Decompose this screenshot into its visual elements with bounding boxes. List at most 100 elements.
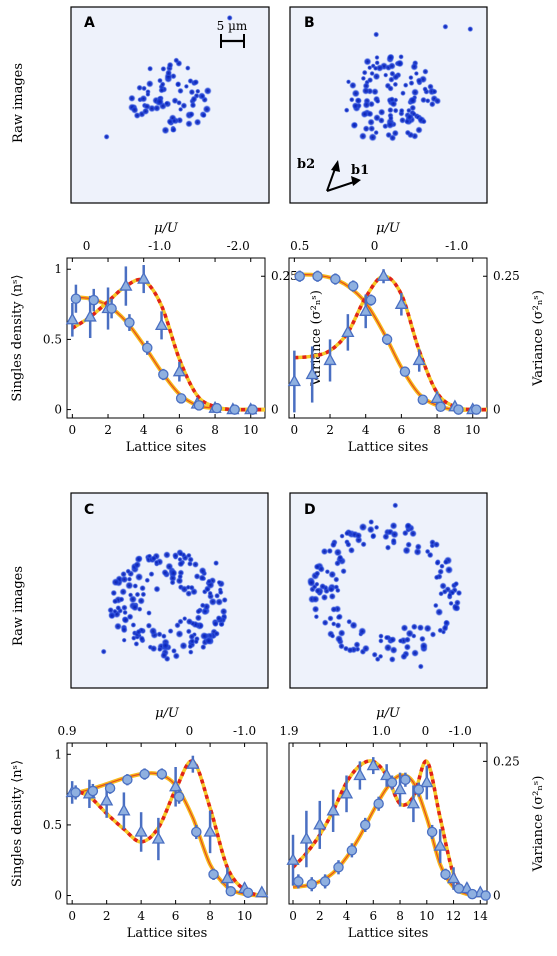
- density-point: [173, 791, 185, 802]
- atom: [408, 74, 414, 81]
- x-tick-label: 12: [446, 909, 461, 923]
- plot-frame: [288, 257, 488, 419]
- density-point: [139, 768, 150, 780]
- atom: [373, 524, 380, 531]
- atom: [362, 101, 371, 109]
- atom: [389, 646, 398, 654]
- atom: [120, 626, 128, 634]
- density-point: [208, 869, 219, 880]
- atom: [193, 639, 199, 645]
- atom: [128, 94, 136, 103]
- y-tick-label-left: 1: [54, 747, 62, 761]
- top-tick-label: -1.0: [148, 239, 171, 253]
- atom: [193, 573, 201, 580]
- plot-frame: [288, 742, 488, 905]
- atom: [442, 559, 449, 566]
- atom: [349, 81, 357, 90]
- atom: [399, 116, 406, 124]
- stray-atom: [392, 502, 399, 509]
- density-point: [175, 393, 187, 404]
- atom: [437, 627, 444, 634]
- x-tick-label: 8: [396, 909, 404, 923]
- scale-bar: 5 µm: [217, 19, 248, 48]
- x-tick-label: 0: [291, 423, 299, 437]
- variance-point: [299, 831, 313, 844]
- atom: [314, 581, 320, 587]
- variance-point: [430, 391, 444, 404]
- variance-point: [341, 325, 355, 338]
- atom: [187, 556, 194, 563]
- variance-point: [154, 318, 169, 331]
- top-axis-label: μ/U: [154, 221, 179, 236]
- atom: [348, 546, 355, 554]
- atom: [411, 649, 419, 657]
- atom: [405, 629, 414, 638]
- atom: [319, 583, 326, 590]
- atom: [195, 88, 201, 95]
- y-tick-label-right: 0.25: [493, 269, 520, 283]
- y-tick-label-left: 0.5: [43, 332, 62, 346]
- atom: [374, 60, 380, 66]
- atom: [175, 630, 184, 638]
- atom: [311, 595, 320, 604]
- density-point: [211, 402, 223, 414]
- atom: [358, 522, 368, 532]
- atom: [139, 584, 146, 592]
- atom: [188, 633, 196, 641]
- atom: [413, 70, 419, 77]
- atom: [314, 587, 322, 595]
- atom-cloud-b: [343, 23, 474, 142]
- variance-point: [393, 782, 407, 795]
- density-fit-core: [72, 296, 265, 411]
- atom: [402, 546, 411, 555]
- density-point: [294, 270, 305, 282]
- atom: [161, 641, 170, 650]
- density-point: [319, 876, 331, 887]
- y-tick-label-left: 1: [54, 262, 62, 276]
- atom: [409, 104, 417, 112]
- atom: [382, 533, 390, 541]
- x-tick-label: 6: [176, 423, 184, 437]
- density-point: [225, 886, 237, 897]
- atom: [335, 587, 341, 594]
- atom: [361, 87, 370, 95]
- atom: [131, 603, 139, 612]
- y-tick-label-right: 0: [271, 403, 279, 417]
- stray-atom: [467, 26, 474, 33]
- atom: [366, 110, 374, 118]
- atom: [367, 77, 374, 84]
- atom: [354, 531, 363, 540]
- atom: [340, 568, 347, 575]
- density-point: [346, 845, 358, 856]
- top-tick-label: 0: [422, 724, 430, 738]
- atom: [176, 99, 183, 106]
- atom: [157, 646, 163, 653]
- density-point: [373, 798, 384, 809]
- atom: [199, 93, 206, 99]
- atom: [177, 87, 184, 95]
- x-tick-label: 4: [343, 909, 351, 923]
- density-point: [417, 394, 429, 406]
- atom: [133, 112, 141, 119]
- raw-image-c: C: [70, 492, 269, 689]
- atom: [398, 107, 405, 114]
- atom: [414, 543, 422, 551]
- atom: [384, 544, 392, 551]
- top-axis-label: μ/U: [376, 221, 401, 236]
- atom: [360, 110, 369, 119]
- atom: [203, 86, 212, 95]
- atom: [206, 578, 212, 585]
- atom: [192, 561, 199, 568]
- density-point: [435, 401, 446, 413]
- atom: [118, 596, 125, 603]
- atom: [362, 644, 370, 653]
- variance-point: [172, 364, 186, 377]
- atom: [119, 588, 127, 596]
- atom: [415, 126, 423, 134]
- variance-point: [380, 768, 394, 781]
- y-axis-label-left: Singles density ⟨nˢ⟩: [10, 274, 25, 401]
- x-tick-label: 14: [473, 909, 489, 923]
- atom: [455, 589, 463, 597]
- atom: [424, 548, 431, 555]
- atom: [410, 623, 418, 631]
